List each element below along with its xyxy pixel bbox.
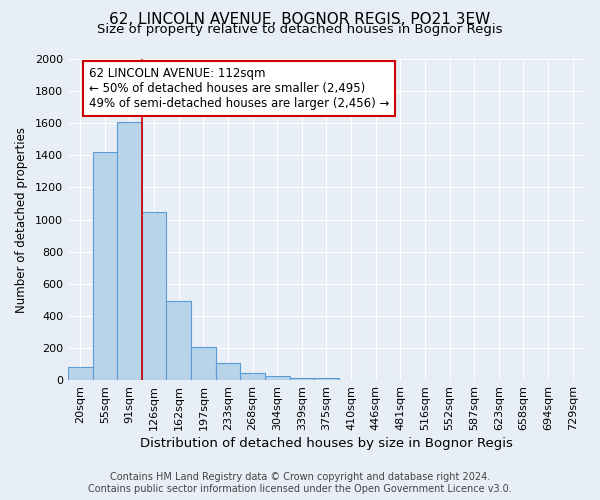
Y-axis label: Number of detached properties: Number of detached properties	[15, 126, 28, 312]
Bar	[117, 122, 142, 380]
Bar	[92, 152, 117, 380]
Bar	[166, 302, 191, 380]
Text: 62, LINCOLN AVENUE, BOGNOR REGIS, PO21 3EW: 62, LINCOLN AVENUE, BOGNOR REGIS, PO21 3…	[109, 12, 491, 28]
Bar	[142, 212, 166, 380]
Bar	[314, 378, 339, 380]
Bar	[68, 367, 92, 380]
Text: Size of property relative to detached houses in Bognor Regis: Size of property relative to detached ho…	[97, 24, 503, 36]
Bar	[191, 347, 215, 380]
Bar	[290, 378, 314, 380]
Bar	[265, 376, 290, 380]
Bar	[215, 363, 240, 380]
X-axis label: Distribution of detached houses by size in Bognor Regis: Distribution of detached houses by size …	[140, 437, 513, 450]
Text: Contains HM Land Registry data © Crown copyright and database right 2024.
Contai: Contains HM Land Registry data © Crown c…	[88, 472, 512, 494]
Text: 62 LINCOLN AVENUE: 112sqm
← 50% of detached houses are smaller (2,495)
49% of se: 62 LINCOLN AVENUE: 112sqm ← 50% of detac…	[89, 67, 389, 110]
Bar	[240, 373, 265, 380]
